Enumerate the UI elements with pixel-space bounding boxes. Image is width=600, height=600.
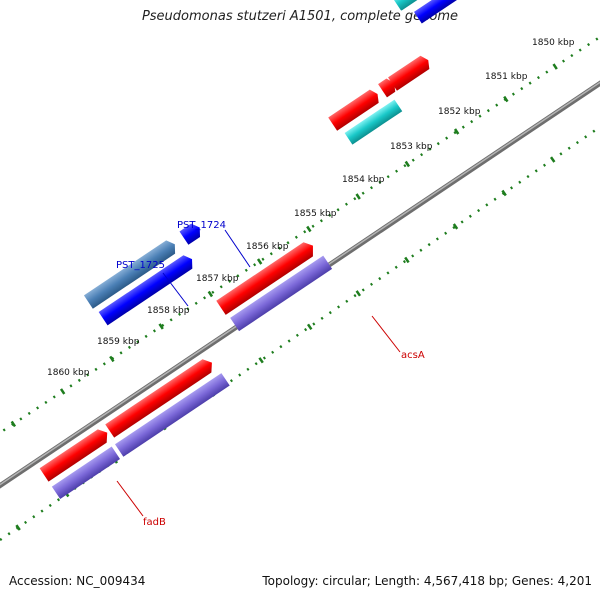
pst1725-leader — [162, 272, 189, 307]
pst1724-leader — [224, 229, 251, 268]
kbp-label-1860: 1860 kbp — [47, 368, 90, 378]
kbp-label-1851: 1851 kbp — [485, 72, 528, 82]
major-tick — [355, 193, 361, 200]
kbp-label-1859: 1859 kbp — [97, 337, 140, 347]
major-tick — [549, 156, 556, 163]
cds-pst1724-steel[interactable] — [83, 238, 179, 309]
major-tick — [306, 323, 313, 331]
major-tick — [355, 290, 362, 297]
cds-red-small-2[interactable] — [378, 76, 399, 98]
cds-blue-topright[interactable] — [413, 0, 472, 24]
gene-label-pst1725[interactable]: PST_1725 — [116, 260, 165, 271]
cds-fadb-red-b[interactable] — [105, 356, 216, 438]
cds-blue-small[interactable] — [179, 221, 204, 245]
major-tick — [258, 357, 264, 364]
kbp-label-1856: 1856 kbp — [246, 242, 289, 252]
cds-fadb-purple-a[interactable] — [51, 446, 121, 500]
genome-summary-text: Topology: circular; Length: 4,567,418 bp… — [262, 574, 592, 588]
major-tick — [109, 355, 115, 363]
map-title: Pseudomonas stutzeri A1501, complete gen… — [141, 9, 459, 24]
cds-acsa-red[interactable] — [216, 239, 318, 315]
kbp-label-1854: 1854 kbp — [342, 175, 385, 185]
major-tick — [552, 63, 558, 70]
major-tick — [501, 189, 507, 197]
major-tick — [503, 95, 509, 103]
major-tick — [10, 420, 17, 428]
cds-pst1725-blue[interactable] — [98, 253, 197, 326]
major-tick — [59, 388, 66, 395]
cds-cyan-lower[interactable] — [344, 99, 403, 145]
major-tick — [453, 128, 460, 135]
cds-fadb-red-a[interactable] — [39, 426, 112, 482]
major-tick — [452, 223, 459, 230]
major-tick — [207, 290, 214, 298]
gene-label-fadb[interactable]: fadB — [143, 517, 166, 528]
major-tick — [15, 524, 21, 531]
kbp-label-1853: 1853 kbp — [390, 142, 433, 152]
major-tick — [404, 160, 411, 168]
major-tick — [158, 323, 164, 330]
kbp-label-1857: 1857 kbp — [196, 274, 239, 284]
cds-acsa-purple[interactable] — [230, 255, 333, 332]
accession-text: Accession: NC_009434 — [9, 574, 146, 588]
kbp-label-1852: 1852 kbp — [438, 107, 481, 117]
kbp-label-1858: 1858 kbp — [147, 306, 190, 316]
major-tick — [256, 258, 263, 265]
cds-fadb-purple-b[interactable] — [115, 373, 230, 457]
major-tick — [404, 256, 410, 264]
outer-tick-ring — [0, 35, 600, 435]
kbp-label-1855: 1855 kbp — [294, 209, 337, 219]
gene-label-pst1724[interactable]: PST_1724 — [177, 220, 226, 231]
cds-red-small-3[interactable] — [328, 87, 382, 131]
acsa-leader — [371, 315, 401, 353]
cds-red-small-1[interactable] — [388, 53, 433, 91]
fadb-leader — [116, 480, 144, 517]
gene-label-acsa[interactable]: acsA — [401, 350, 425, 361]
major-tick — [306, 225, 312, 233]
kbp-label-1850: 1850 kbp — [532, 38, 575, 48]
